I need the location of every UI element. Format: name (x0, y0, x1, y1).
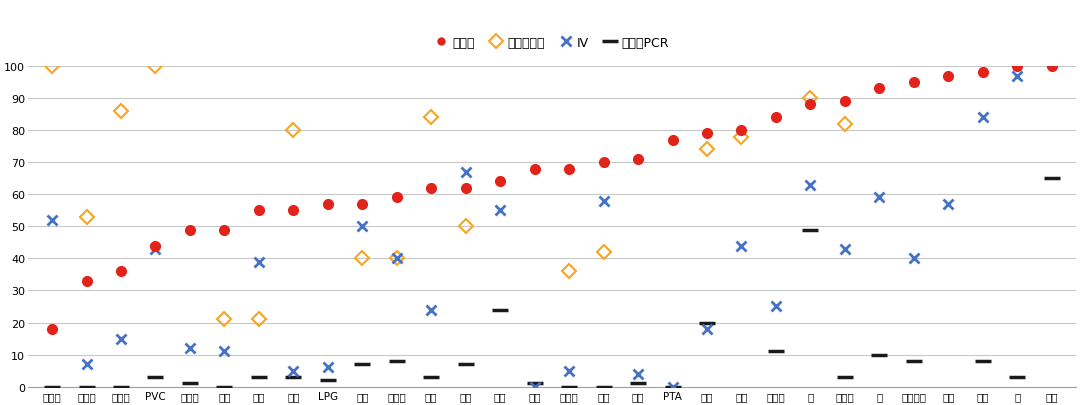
Legend: 收盘价, 期权成交量, IV, 成交量PCR: 收盘价, 期权成交量, IV, 成交量PCR (430, 32, 674, 54)
